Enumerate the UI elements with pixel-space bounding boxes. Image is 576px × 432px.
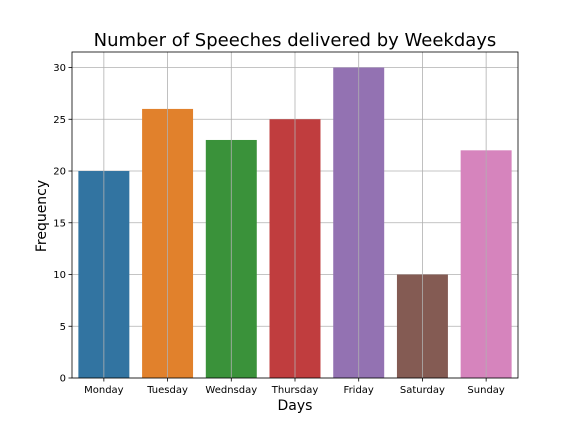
x-tick-label: Saturday bbox=[400, 385, 445, 396]
y-tick-label: 5 bbox=[60, 322, 66, 333]
chart-title: Number of Speeches delivered by Weekdays bbox=[94, 30, 497, 51]
y-tick-label: 30 bbox=[53, 63, 66, 74]
x-tick-label: Friday bbox=[344, 385, 374, 396]
y-tick-label: 0 bbox=[60, 374, 66, 385]
x-tick-label: Wednsday bbox=[205, 385, 257, 396]
x-tick-label: Tuesday bbox=[146, 385, 188, 396]
vertical-gridlines bbox=[103, 52, 487, 378]
x-tick-label: Sunday bbox=[467, 385, 504, 396]
y-tick-label: 25 bbox=[53, 115, 66, 126]
tick-labels: 0 5 10 15 20 25 30 Monday Tuesday Wednsday Thursda… bbox=[53, 63, 505, 396]
x-tick-label: Monday bbox=[84, 385, 124, 396]
y-tick-label: 10 bbox=[53, 270, 66, 281]
y-tick-label: 20 bbox=[53, 167, 66, 178]
x-tick-label: Thursday bbox=[271, 385, 319, 396]
y-tick-label: 15 bbox=[53, 218, 66, 229]
y-axis-label: Frequency bbox=[34, 180, 50, 252]
plot-frame bbox=[71, 51, 519, 379]
axes bbox=[68, 51, 519, 382]
x-axis-label: Days bbox=[278, 398, 313, 414]
